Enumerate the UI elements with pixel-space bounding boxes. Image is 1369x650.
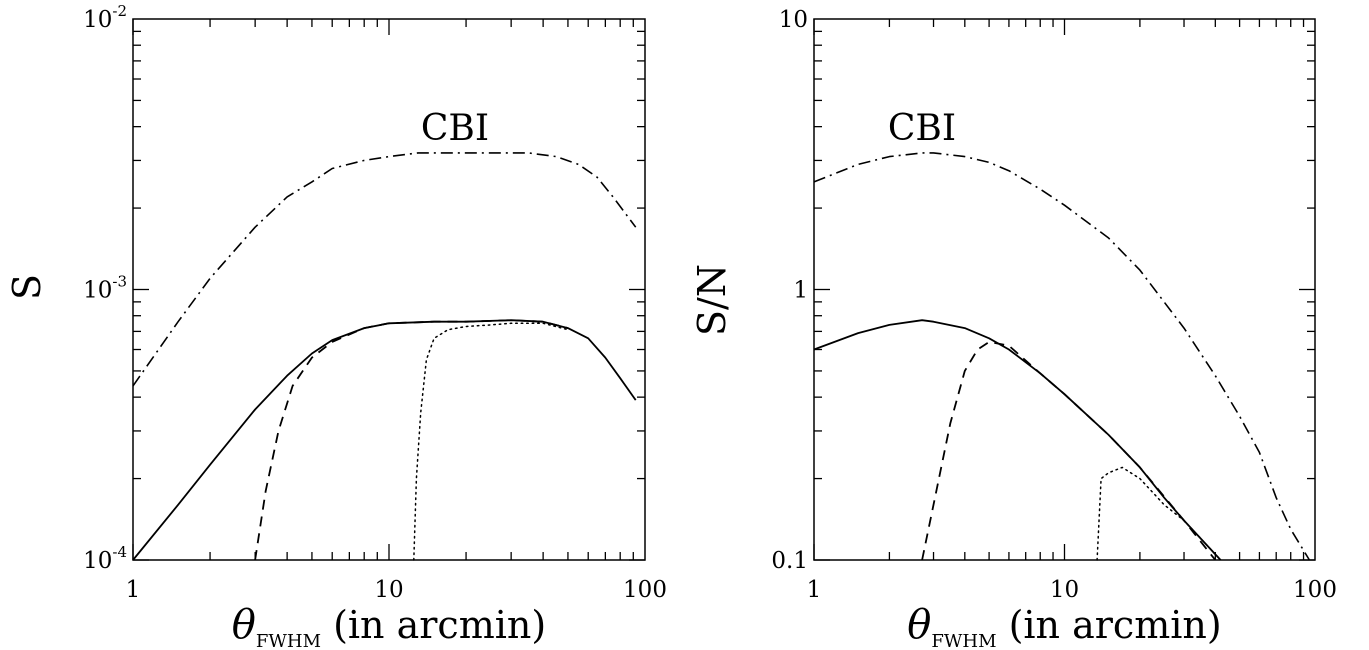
x-tick-label: 100	[623, 577, 667, 603]
cbi-annotation: CBI	[421, 108, 489, 149]
plot-frame	[813, 18, 1316, 561]
x-tick-label: 10	[374, 577, 403, 603]
x-axis-label: θFWHM (in arcmin)	[907, 602, 1221, 650]
y-tick-label: 0.1	[771, 548, 808, 574]
series-solid-line	[813, 319, 1222, 561]
series-dashdot-line	[813, 152, 1311, 561]
y-axis-label: S/N	[690, 264, 734, 336]
y-tick-label: 10-3	[83, 273, 127, 304]
y-tick-label: 10	[779, 7, 808, 33]
x-tick-label: 1	[126, 577, 141, 603]
y-tick-label: 10-4	[83, 543, 127, 574]
y-axis-label: S	[5, 274, 49, 300]
x-tick-label: 10	[1050, 577, 1079, 603]
plot-frame	[132, 18, 646, 561]
cbi-annotation: CBI	[888, 108, 956, 149]
series-dotted-line	[1096, 466, 1222, 561]
series-dashed-line	[921, 341, 1217, 561]
y-tick-label: 10-2	[83, 2, 127, 33]
x-axis-label: θFWHM (in arcmin)	[232, 602, 546, 650]
series-dashdot-line	[132, 152, 637, 387]
series-dotted-line	[413, 322, 569, 561]
series-solid-line	[132, 319, 637, 561]
y-tick-label: 1	[793, 278, 808, 304]
x-tick-label: 1	[807, 577, 822, 603]
x-tick-label: 100	[1293, 577, 1337, 603]
right-panel-signal-to-noise: 1 10 100 0.1 1 10 S/N θFWHM (in arcmin) CBI	[690, 7, 1337, 650]
series-dashed-line	[254, 319, 569, 561]
